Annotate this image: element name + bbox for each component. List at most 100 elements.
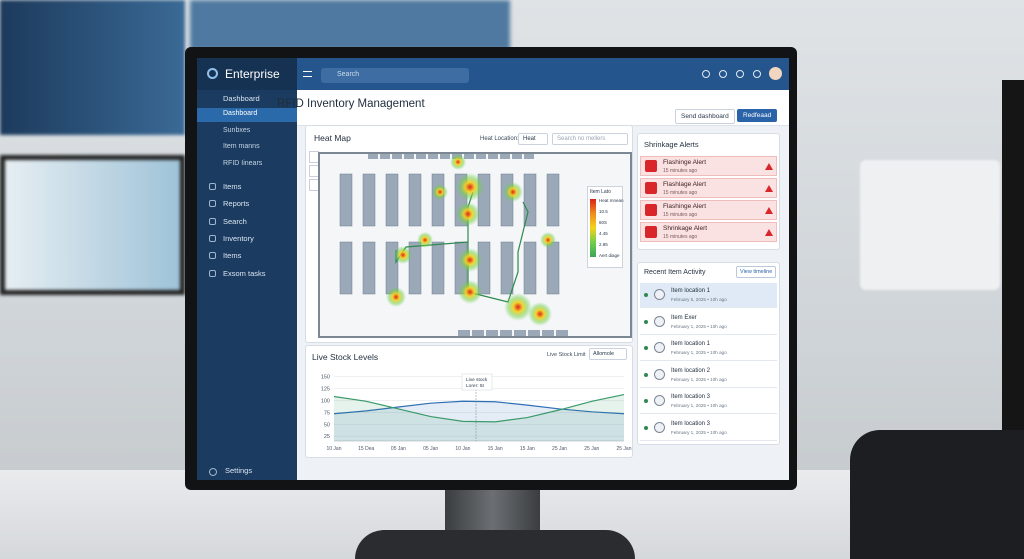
shelf [380, 154, 390, 159]
activity-panel: Recent Item Activity View timeline Item lo… [637, 262, 780, 445]
item-title: Item Exer [671, 314, 697, 321]
nav-item[interactable]: Items [223, 251, 242, 261]
nav-item[interactable]: Dashboard [223, 94, 260, 103]
item-icon [654, 368, 665, 380]
timeline-dot [644, 293, 648, 297]
shelf [546, 173, 560, 227]
warning-icon [765, 207, 773, 214]
item-date: February 1, 2025 • 10h ago [671, 403, 727, 408]
shelf [458, 330, 470, 336]
shelf [524, 154, 534, 159]
nav-item[interactable]: Items [223, 182, 242, 191]
activity-item[interactable]: Item Exer February 1, 2025 • 10h ago [640, 310, 777, 335]
settings[interactable]: Settings [225, 466, 253, 475]
stand-base [355, 530, 635, 559]
alert-time: 15 minutes ago [663, 168, 698, 174]
legend-label: Heat mnean [599, 198, 624, 203]
nav-sub-item[interactable]: Dashboard [223, 110, 258, 117]
timeline-dot [644, 319, 648, 324]
item-date: February 1, 2025 • 10h ago [671, 323, 727, 329]
nav-icon [209, 200, 216, 208]
y-tick-label: 150 [321, 374, 330, 380]
alert-title: Flashinge Alert [663, 159, 706, 166]
legend: Item Lato Heat mnean 10.5 60S 4.45 2.85 Aert d… [587, 186, 624, 268]
heat-spot [458, 280, 482, 304]
shelf [486, 330, 498, 336]
select[interactable]: Allomole [589, 348, 627, 360]
activity-item[interactable]: Item location 2 February 1, 2025 • 10h ag… [640, 363, 777, 388]
button[interactable]: View timeline [736, 266, 777, 278]
top-icon[interactable] [753, 70, 761, 78]
menu-icon[interactable] [303, 71, 312, 77]
x-tick-label: 15 Jan [488, 446, 503, 452]
alert-item[interactable]: Flashlage Alert 15 minutes ago [640, 178, 777, 198]
shelf [362, 173, 376, 227]
shelf [500, 330, 512, 336]
y-tick-label: 25 [324, 434, 330, 440]
warning-icon [765, 163, 773, 170]
alert-item[interactable]: Flashinge Alert 15 minutes ago [640, 156, 777, 176]
top-icon[interactable] [736, 70, 744, 78]
x-tick-label: 25 Jan [584, 446, 599, 452]
item-icon [654, 421, 665, 433]
panel-title: Shrinkage Alerts [644, 140, 699, 149]
shelf [408, 241, 422, 295]
label: Heat Location: [480, 136, 519, 142]
bg-printer [860, 160, 1000, 290]
shelf [408, 173, 422, 227]
heat-spot [540, 232, 556, 248]
alert-item[interactable]: Shrinkage Alert 15 minutes ago [640, 222, 777, 242]
timeline-dot [644, 425, 648, 430]
avatar[interactable] [769, 67, 782, 80]
nav-item[interactable]: Inventory [223, 233, 254, 243]
item-icon [654, 342, 665, 353]
top-icon[interactable] [719, 70, 727, 78]
warning-icon [765, 229, 773, 236]
nav-item[interactable]: Reports [223, 199, 250, 209]
shelf [428, 154, 438, 159]
screen: Enterprise Dashboard Dashboard Sunbxes Item … [197, 58, 789, 480]
heat-spot [458, 248, 482, 272]
button[interactable]: Redfeaad [737, 109, 778, 122]
shelf [488, 154, 498, 159]
brand: Enterprise [225, 67, 280, 81]
search-box[interactable]: Search [321, 68, 469, 83]
nav-item[interactable]: Exsom tasks [223, 268, 266, 278]
x-tick-label: 15 Dea [358, 446, 374, 452]
activity-item[interactable]: Item location 1 February 5, 2025 • 10h ag… [640, 283, 777, 308]
activity-item[interactable]: Item location 3 February 1, 2025 • 10h ag… [640, 416, 777, 441]
line [333, 400, 625, 415]
legend-label: 60S [599, 220, 608, 225]
bg-monitor [0, 155, 185, 295]
nav-sub-item[interactable]: Item manns [223, 143, 260, 150]
alerts-panel: Shrinkage Alerts Flashinge Alert 15 minute… [637, 133, 780, 250]
tooltip-title: Live stock [466, 377, 488, 383]
panel-title: Recent Item Activity [644, 269, 706, 276]
nav-sub-item[interactable]: Sunbxes [223, 126, 251, 134]
item-title: Item location 2 [671, 367, 711, 374]
item-icon [654, 395, 665, 406]
alert-icon [645, 226, 657, 238]
search-placeholder: Search [337, 71, 360, 78]
item-title: Item location 3 [671, 420, 711, 427]
alert-item[interactable]: Flashinge Alert 15 minutes ago [640, 200, 777, 220]
shelf [440, 154, 450, 159]
top-icon[interactable] [702, 70, 710, 78]
legend-label: 4.45 [599, 231, 608, 236]
timeline-dot [644, 372, 648, 377]
select[interactable]: Heat [518, 133, 548, 145]
item-date: February 5, 2025 • 10h ago [671, 297, 727, 302]
nav-item[interactable]: Search [223, 216, 247, 226]
alert-title: Shrinkage Alert [663, 225, 708, 232]
item-title: Item location 1 [671, 341, 711, 347]
item-title: Item location 3 [671, 394, 711, 400]
nav-active [197, 108, 297, 122]
search-input[interactable]: Search no mellers [552, 133, 628, 145]
nav-sub-item[interactable]: RFID Iinears [223, 159, 263, 167]
item-date: February 1, 2025 • 10h ago [671, 429, 727, 435]
activity-item[interactable]: Item location 1 February 1, 2025 • 10h ag… [640, 336, 777, 361]
button[interactable]: Send dashboard [675, 109, 735, 124]
activity-item[interactable]: Item location 3 February 1, 2025 • 10h ag… [640, 389, 777, 414]
shelf [476, 154, 486, 159]
